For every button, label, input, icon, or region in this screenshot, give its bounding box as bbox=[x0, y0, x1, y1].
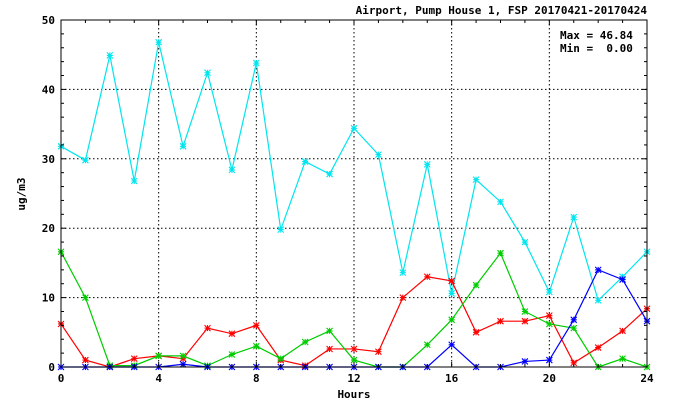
data-point bbox=[497, 198, 504, 206]
data-point bbox=[594, 344, 602, 351]
data-point bbox=[448, 290, 456, 297]
data-point bbox=[301, 338, 309, 346]
data-point bbox=[204, 324, 211, 332]
data-point bbox=[619, 327, 626, 335]
data-point bbox=[228, 351, 236, 358]
y-tick-label: 0 bbox=[48, 361, 55, 374]
stats-max: Max = 46.84 bbox=[560, 29, 633, 42]
data-point bbox=[179, 352, 187, 360]
axis-ticks: 0 4 8 12 16 20 24 0 10 20 30 40 50 bbox=[42, 14, 654, 385]
data-point bbox=[497, 249, 504, 257]
data-point bbox=[399, 294, 407, 301]
data-point bbox=[497, 317, 504, 325]
data-point bbox=[350, 345, 358, 353]
data-point bbox=[228, 166, 236, 174]
data-point bbox=[106, 52, 114, 59]
y-tick-label: 30 bbox=[42, 153, 55, 166]
stats-min: Min = 0.00 bbox=[560, 42, 633, 55]
chart-title: Airport, Pump House 1, FSP 20170421-2017… bbox=[356, 4, 648, 17]
data-point bbox=[472, 176, 480, 184]
data-point bbox=[423, 341, 431, 349]
data-point bbox=[179, 142, 187, 150]
data-point bbox=[326, 170, 333, 178]
x-tick-label: 0 bbox=[58, 372, 65, 385]
data-point bbox=[326, 345, 333, 353]
data-point bbox=[155, 38, 163, 46]
data-point bbox=[130, 355, 138, 363]
data-point bbox=[204, 69, 211, 77]
data-point bbox=[130, 177, 138, 185]
x-tick-label: 12 bbox=[347, 372, 360, 385]
data-point bbox=[521, 317, 529, 325]
data-point bbox=[521, 238, 529, 246]
data-point bbox=[570, 324, 578, 332]
data-point bbox=[155, 352, 163, 360]
data-point bbox=[423, 160, 431, 168]
series-0 bbox=[57, 38, 651, 304]
x-tick-label: 16 bbox=[445, 372, 459, 385]
y-tick-label: 50 bbox=[42, 14, 55, 27]
x-axis-label: Hours bbox=[337, 388, 370, 401]
data-point bbox=[594, 296, 602, 304]
data-point bbox=[301, 158, 309, 165]
data-point bbox=[277, 226, 285, 233]
x-tick-label: 8 bbox=[253, 372, 260, 385]
y-tick-label: 20 bbox=[42, 222, 55, 235]
data-point bbox=[423, 273, 431, 281]
data-point bbox=[375, 151, 382, 159]
data-point bbox=[448, 341, 456, 349]
data-point bbox=[521, 358, 529, 365]
data-point bbox=[277, 355, 285, 363]
data-point bbox=[82, 156, 89, 164]
y-tick-label: 10 bbox=[42, 292, 55, 305]
data-point bbox=[570, 316, 578, 324]
data-point bbox=[375, 348, 382, 356]
data-point bbox=[521, 308, 529, 315]
data-point bbox=[570, 213, 578, 221]
data-point bbox=[619, 355, 626, 363]
y-axis-label: ug/m3 bbox=[15, 177, 28, 210]
data-point bbox=[252, 59, 260, 67]
data-point bbox=[545, 312, 553, 320]
data-point bbox=[82, 356, 89, 364]
x-tick-label: 4 bbox=[155, 372, 162, 385]
data-point bbox=[448, 277, 456, 285]
data-point bbox=[350, 124, 358, 132]
data-point bbox=[472, 328, 480, 336]
x-tick-label: 24 bbox=[640, 372, 654, 385]
data-point bbox=[570, 359, 578, 367]
data-point bbox=[545, 288, 553, 296]
data-point bbox=[228, 330, 236, 338]
data-point bbox=[252, 342, 260, 350]
data-point bbox=[252, 321, 260, 329]
data-point bbox=[399, 269, 407, 277]
x-tick-label: 20 bbox=[543, 372, 556, 385]
data-point bbox=[545, 356, 553, 364]
data-point bbox=[350, 356, 358, 364]
data-point bbox=[82, 294, 89, 301]
data-point bbox=[326, 327, 333, 335]
grid-lines bbox=[61, 20, 647, 367]
y-tick-label: 40 bbox=[42, 83, 55, 96]
data-point bbox=[448, 316, 456, 324]
series-3 bbox=[57, 266, 651, 371]
data-point bbox=[619, 276, 626, 283]
data-point bbox=[472, 281, 480, 289]
data-point bbox=[545, 320, 553, 328]
data-point bbox=[594, 266, 602, 274]
